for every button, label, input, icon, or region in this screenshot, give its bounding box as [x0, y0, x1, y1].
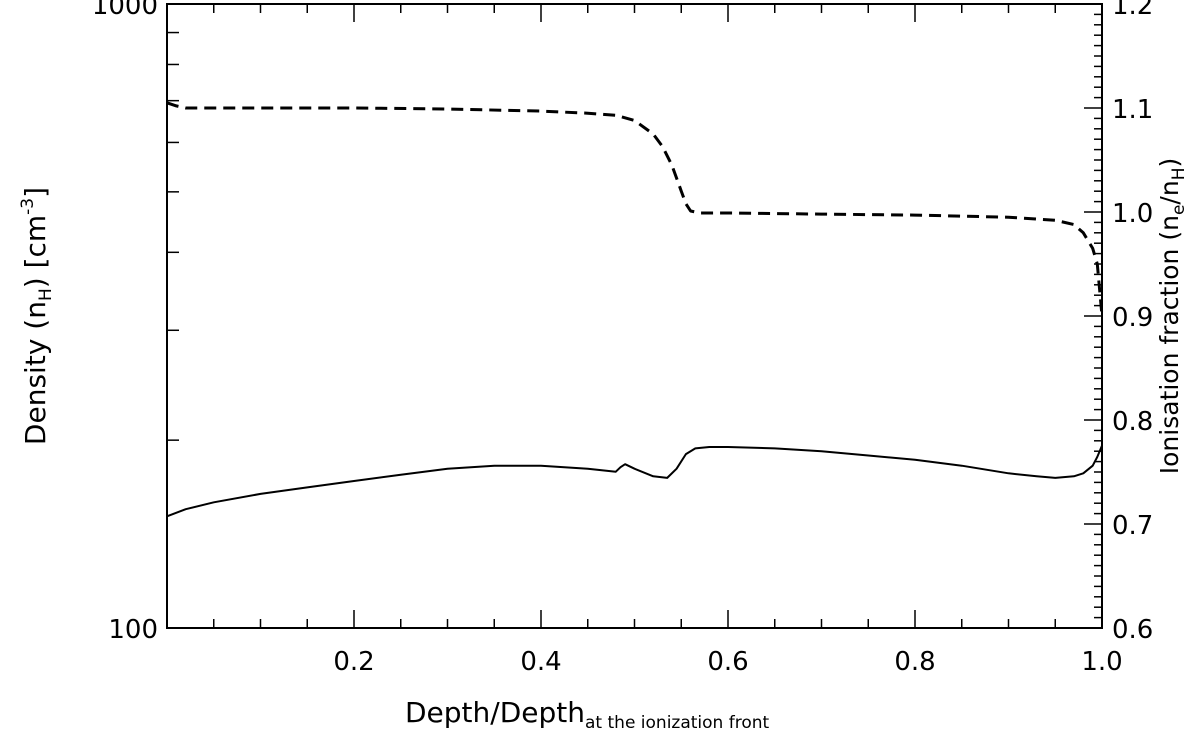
right-tick-label: 0.9 — [1112, 303, 1153, 333]
right-tick-label: 1.2 — [1112, 0, 1153, 21]
x-axis-title-subscript: at the ionization front — [585, 713, 769, 733]
axis-ticks — [167, 3, 1102, 629]
right-axis-title-sub1: e — [1169, 205, 1189, 215]
right-axis-title-sub2: H — [1169, 168, 1189, 181]
left-tick-label: 100 — [108, 615, 158, 645]
left-axis-title-sub: H — [36, 288, 56, 301]
right-tick-label: 0.8 — [1112, 407, 1153, 437]
tick-labels: 0.2 0.4 0.6 0.8 1.0 100 1000 0.6 0.7 0.8 0.9 1.0 1.1… — [92, 0, 1154, 677]
right-tick-label: 1.1 — [1112, 95, 1153, 125]
right-axis-title-base: Ionisation fraction (n — [1155, 215, 1184, 474]
left-axis-title-end: ] — [19, 187, 52, 198]
x-tick-label: 0.2 — [333, 647, 374, 677]
density-line — [166, 445, 1103, 518]
ionisation-fraction-line — [166, 101, 1104, 317]
right-axis-title-end: ) — [1155, 158, 1184, 168]
right-tick-label: 1.0 — [1112, 199, 1153, 229]
left-tick-label: 1000 — [92, 0, 158, 21]
x-tick-label: 0.4 — [520, 647, 561, 677]
x-axis-title: Depth/Depthat the ionization front — [405, 696, 770, 733]
x-tick-label: 0.8 — [894, 647, 935, 677]
left-axis-title-sup: -3 — [18, 198, 38, 215]
right-tick-label: 0.7 — [1112, 511, 1153, 541]
left-axis-title-mid: ) [cm — [19, 215, 52, 288]
right-axis-title-mid: /n — [1155, 180, 1184, 204]
x-axis-title-main: Depth/Depth — [405, 696, 585, 729]
series-layer — [166, 101, 1104, 518]
right-axis-title: Ionisation fraction (ne/nH) — [1155, 158, 1189, 475]
left-axis-title: Density (nH) [cm-3] — [18, 187, 56, 445]
plot-frame — [166, 3, 1103, 629]
right-tick-label: 0.6 — [1112, 615, 1153, 645]
x-tick-label: 1.0 — [1081, 647, 1122, 677]
left-axis-title-base: Density (n — [19, 301, 52, 445]
x-tick-label: 0.6 — [707, 647, 748, 677]
